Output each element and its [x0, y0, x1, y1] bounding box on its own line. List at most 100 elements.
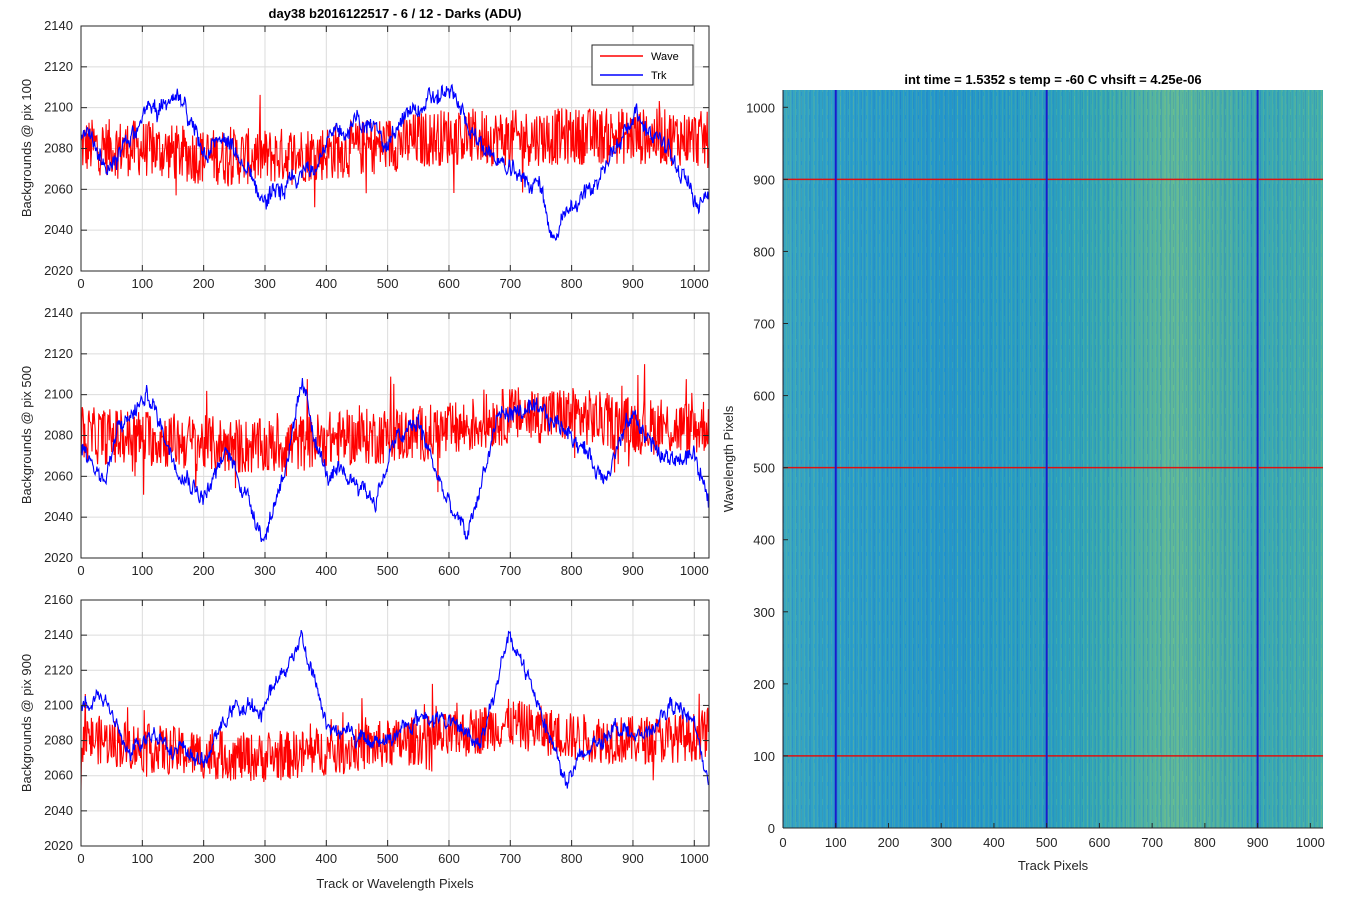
y-tick-label: 600: [753, 389, 775, 404]
y-tick-label: 2060: [44, 768, 73, 783]
y-tick-label: 2100: [44, 387, 73, 402]
x-tick-label: 600: [438, 563, 460, 578]
x-tick-label: 800: [561, 276, 583, 291]
y-tick-label: 900: [753, 172, 775, 187]
y-tick-label: 2120: [44, 346, 73, 361]
x-tick-label: 200: [193, 851, 215, 866]
panel-pix-500: 0 100 200 300 400 500 600 700 800 900 1000 2020 2040…: [44, 305, 710, 578]
heatmap-ylabel: Wavelength Pixels: [721, 405, 736, 512]
x-tick-label: 700: [1141, 835, 1163, 850]
panel-heatmap: 0 100 200 300 400 500 600 700 800 900 1000 0 100 200 3…: [746, 90, 1325, 850]
x-tick-label: 800: [1194, 835, 1216, 850]
x-tick-label: 700: [499, 851, 521, 866]
x-tick-label: 500: [1036, 835, 1058, 850]
axes-frame: [80, 599, 710, 847]
series-line-trk: [80, 83, 709, 241]
x-tick-label: 300: [930, 835, 952, 850]
x-tick-label: 500: [377, 276, 399, 291]
y-tick-label: 2100: [44, 100, 73, 115]
y-tick-label: 500: [753, 461, 775, 476]
x-tick-label: 700: [499, 276, 521, 291]
x-tick-label: 900: [1247, 835, 1269, 850]
y-tick-label: 2040: [44, 222, 73, 237]
y-tick-label: 2020: [44, 838, 73, 853]
x-tick-label: 500: [377, 851, 399, 866]
x-tick-label: 600: [1089, 835, 1111, 850]
heatmap-xlabel: Track Pixels: [1018, 858, 1089, 873]
legend-label-wave: Wave: [651, 51, 679, 63]
x-tick-label: 800: [561, 563, 583, 578]
y-tick-label: 2080: [44, 733, 73, 748]
x-tick-label: 600: [438, 851, 460, 866]
y-tick-label: 2060: [44, 468, 73, 483]
y-tick-label: 2120: [44, 662, 73, 677]
x-tick-label: 800: [561, 851, 583, 866]
x-tick-label: 300: [254, 851, 276, 866]
y-tick-label: 2140: [44, 305, 73, 320]
x-tick-label: 200: [878, 835, 900, 850]
y-tick-label: 2140: [44, 18, 73, 33]
x-tick-label: 300: [254, 276, 276, 291]
y-tick-label: 2080: [44, 428, 73, 443]
y-tick-label: 800: [753, 244, 775, 259]
ylabel-pix-500: Backgrounds @ pix 500: [19, 366, 34, 504]
x-tick-label: 900: [622, 276, 644, 291]
x-tick-label: 400: [315, 563, 337, 578]
y-tick-label: 700: [753, 317, 775, 332]
y-tick-label: 2040: [44, 803, 73, 818]
x-tick-label: 100: [131, 563, 153, 578]
series-line-trk: [80, 377, 709, 543]
y-tick-label: 0: [768, 821, 775, 836]
x-tick-label: 700: [499, 563, 521, 578]
y-tick-label: 2020: [44, 263, 73, 278]
x-tick-label: 100: [131, 276, 153, 291]
x-tick-label: 900: [622, 563, 644, 578]
ylabel-pix-100: Backgrounds @ pix 100: [19, 79, 34, 217]
x-tick-label: 0: [77, 851, 84, 866]
x-tick-label: 400: [983, 835, 1005, 850]
legend-box: [591, 44, 694, 86]
x-tick-label: 400: [315, 851, 337, 866]
xlabel-bottom: Track or Wavelength Pixels: [316, 876, 474, 891]
y-tick-label: 2020: [44, 550, 73, 565]
y-tick-label: 1000: [746, 100, 775, 115]
x-tick-label: 1000: [680, 276, 709, 291]
x-tick-label: 900: [622, 851, 644, 866]
x-tick-label: 0: [77, 276, 84, 291]
series-line-trk: [80, 629, 709, 789]
y-tick-label: 2060: [44, 181, 73, 196]
y-tick-label: 2120: [44, 59, 73, 74]
y-tick-label: 2140: [44, 627, 73, 642]
x-tick-label: 1000: [1296, 835, 1325, 850]
heatmap-title: int time = 1.5352 s temp = -60 C vhsift …: [904, 72, 1201, 87]
x-tick-label: 100: [131, 851, 153, 866]
x-tick-label: 200: [193, 276, 215, 291]
chart-title-top: day38 b2016122517 - 6 / 12 - Darks (ADU): [269, 6, 522, 21]
x-tick-label: 500: [377, 563, 399, 578]
x-tick-label: 400: [315, 276, 337, 291]
panel-pix-900: 0 100 200 300 400 500 600 700 800 900 1000 2020 2040…: [44, 592, 710, 866]
ylabel-pix-900: Backgrounds @ pix 900: [19, 654, 34, 792]
y-tick-label: 2080: [44, 141, 73, 156]
y-tick-label: 400: [753, 533, 775, 548]
heatmap-texture-2: [783, 90, 1323, 828]
series-line-wave: [80, 94, 709, 208]
legend: Wave Trk: [591, 44, 694, 86]
x-tick-label: 300: [254, 563, 276, 578]
y-tick-label: 2160: [44, 592, 73, 607]
x-tick-label: 1000: [680, 851, 709, 866]
y-tick-label: 100: [753, 749, 775, 764]
legend-label-trk: Trk: [651, 70, 667, 82]
x-tick-label: 200: [193, 563, 215, 578]
y-tick-label: 300: [753, 605, 775, 620]
x-tick-label: 1000: [680, 563, 709, 578]
y-tick-label: 200: [753, 677, 775, 692]
x-tick-label: 0: [779, 835, 786, 850]
x-tick-label: 600: [438, 276, 460, 291]
x-tick-label: 100: [825, 835, 847, 850]
plot-area: [81, 600, 709, 846]
x-tick-label: 0: [77, 563, 84, 578]
y-tick-label: 2100: [44, 697, 73, 712]
y-tick-label: 2040: [44, 509, 73, 524]
